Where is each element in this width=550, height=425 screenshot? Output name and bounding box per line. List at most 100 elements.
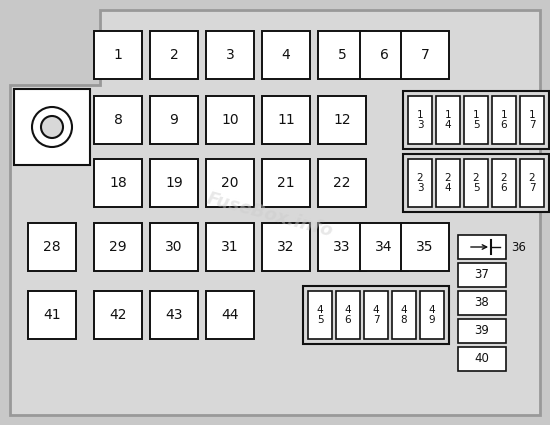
Text: 1
3: 1 3: [417, 110, 424, 130]
Bar: [403, 91, 549, 149]
Text: 43: 43: [165, 308, 183, 322]
Bar: [318, 96, 366, 144]
Bar: [262, 223, 310, 271]
Bar: [308, 291, 332, 339]
Text: 4: 4: [282, 48, 290, 62]
Text: 18: 18: [109, 176, 127, 190]
Bar: [492, 96, 516, 144]
Text: 20: 20: [221, 176, 239, 190]
Bar: [458, 291, 506, 315]
Text: 41: 41: [43, 308, 61, 322]
Text: 33: 33: [333, 240, 351, 254]
Bar: [94, 96, 142, 144]
Text: 4
8: 4 8: [401, 305, 408, 326]
Bar: [94, 159, 142, 207]
Bar: [336, 291, 360, 339]
Text: 4
6: 4 6: [345, 305, 351, 326]
Bar: [360, 31, 408, 79]
Text: 2: 2: [169, 48, 178, 62]
Text: 1
4: 1 4: [445, 110, 452, 130]
Bar: [262, 31, 310, 79]
Text: 35: 35: [416, 240, 434, 254]
Bar: [392, 291, 416, 339]
Text: 34: 34: [375, 240, 393, 254]
Bar: [458, 319, 506, 343]
Bar: [408, 96, 432, 144]
Bar: [303, 286, 449, 344]
Text: 3: 3: [226, 48, 234, 62]
Bar: [364, 291, 388, 339]
Text: 4
5: 4 5: [317, 305, 323, 326]
Bar: [14, 89, 90, 165]
Text: 28: 28: [43, 240, 61, 254]
Bar: [94, 291, 142, 339]
Bar: [520, 159, 544, 207]
Text: 42: 42: [109, 308, 126, 322]
Bar: [403, 154, 549, 212]
Text: 32: 32: [277, 240, 295, 254]
Bar: [28, 291, 76, 339]
Text: 9: 9: [169, 113, 178, 127]
Text: 2
5: 2 5: [472, 173, 479, 193]
Text: 2
4: 2 4: [445, 173, 452, 193]
Bar: [458, 263, 506, 287]
Text: 37: 37: [475, 269, 490, 281]
Text: 4
9: 4 9: [428, 305, 435, 326]
Bar: [492, 159, 516, 207]
Text: 36: 36: [511, 241, 526, 253]
Bar: [150, 291, 198, 339]
Bar: [318, 31, 366, 79]
Bar: [318, 159, 366, 207]
Bar: [520, 96, 544, 144]
Text: 1: 1: [113, 48, 123, 62]
Bar: [150, 31, 198, 79]
Bar: [464, 96, 488, 144]
Text: 19: 19: [165, 176, 183, 190]
Text: 44: 44: [221, 308, 239, 322]
Bar: [150, 96, 198, 144]
Bar: [94, 31, 142, 79]
Bar: [458, 347, 506, 371]
Text: 22: 22: [333, 176, 351, 190]
Text: 2
7: 2 7: [529, 173, 535, 193]
Text: 6: 6: [379, 48, 388, 62]
Text: 7: 7: [421, 48, 430, 62]
Text: 40: 40: [475, 352, 490, 366]
Bar: [150, 159, 198, 207]
Text: 21: 21: [277, 176, 295, 190]
Bar: [408, 159, 432, 207]
Text: 12: 12: [333, 113, 351, 127]
Text: 5: 5: [338, 48, 346, 62]
Text: 31: 31: [221, 240, 239, 254]
Text: 8: 8: [113, 113, 123, 127]
Text: 38: 38: [475, 297, 490, 309]
Bar: [401, 31, 449, 79]
Bar: [262, 159, 310, 207]
Text: 11: 11: [277, 113, 295, 127]
Text: 30: 30: [165, 240, 183, 254]
Bar: [206, 291, 254, 339]
Bar: [206, 31, 254, 79]
Bar: [94, 223, 142, 271]
Polygon shape: [10, 10, 540, 415]
Bar: [206, 96, 254, 144]
Text: 1
5: 1 5: [472, 110, 479, 130]
Text: 4
7: 4 7: [373, 305, 380, 326]
Bar: [262, 96, 310, 144]
Bar: [464, 159, 488, 207]
Bar: [28, 223, 76, 271]
Bar: [436, 96, 460, 144]
Bar: [420, 291, 444, 339]
Bar: [401, 223, 449, 271]
Bar: [318, 223, 366, 271]
Text: 29: 29: [109, 240, 127, 254]
Text: 2
3: 2 3: [417, 173, 424, 193]
Text: 39: 39: [475, 325, 490, 337]
Text: 1
6: 1 6: [500, 110, 507, 130]
Text: FuseBox.info: FuseBox.info: [205, 190, 336, 241]
Text: 2
6: 2 6: [500, 173, 507, 193]
Circle shape: [32, 107, 72, 147]
Text: 10: 10: [221, 113, 239, 127]
Bar: [360, 223, 408, 271]
Bar: [206, 159, 254, 207]
